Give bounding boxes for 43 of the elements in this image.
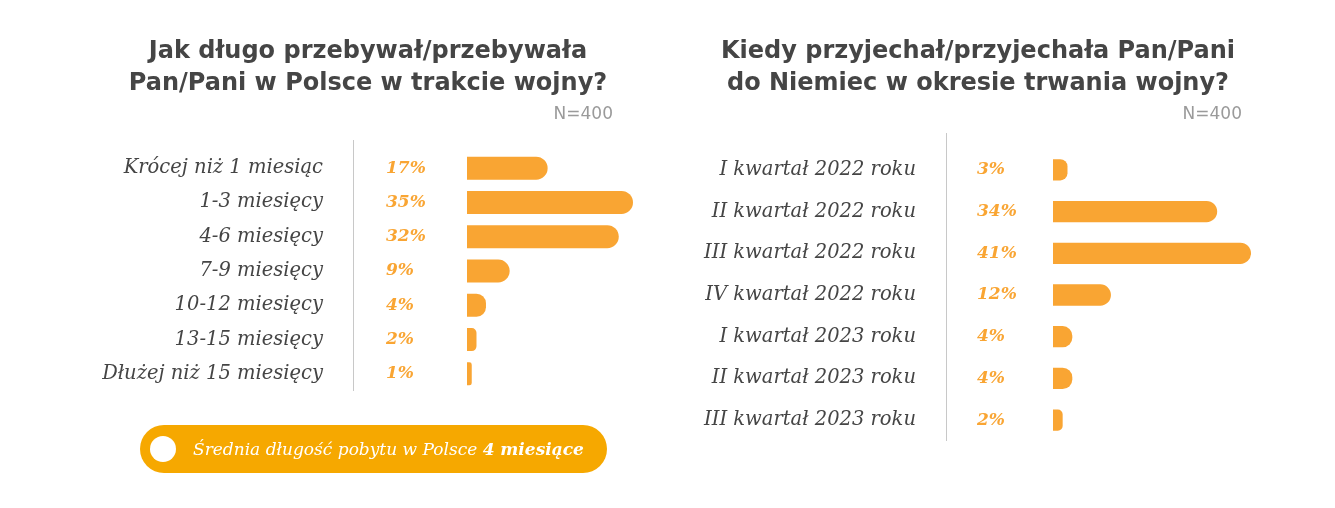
- bar: [1053, 284, 1111, 306]
- text: Średnia długość pobytu w Polsce 4 miesiące: [193, 439, 584, 459]
- y-tick-label: Dłużej niż 15 miesięcy: [101, 360, 324, 384]
- text: N=400: [553, 102, 613, 124]
- y-tick-label: IV kwartał 2022 roku: [704, 282, 916, 306]
- y-tick-label: II kwartał 2023 roku: [710, 365, 916, 389]
- y-tick-label: I kwartał 2022 roku: [718, 156, 916, 180]
- bar: [1053, 200, 1218, 223]
- y-tick-label: Krócej niż 1 miesiąc: [122, 155, 324, 179]
- bar: [467, 156, 548, 180]
- y-tick-label: 1-3 miesięcy: [199, 189, 324, 213]
- data-label: 3%: [977, 158, 1005, 179]
- data-label: 12%: [977, 283, 1017, 304]
- y-tick-label: II kwartał 2022 roku: [710, 198, 916, 222]
- y-tick-label: 10-12 miesięcy: [174, 292, 324, 316]
- bar: [1053, 242, 1251, 264]
- text: N=400: [1182, 102, 1242, 124]
- bar: [467, 328, 477, 352]
- chart-title: Jak długo przebywał/przebywała Pan/Pani w Polsce w trakcie wojny?: [127, 35, 609, 98]
- bar: [467, 190, 633, 214]
- bar: [1053, 409, 1063, 431]
- y-tick-label: 4-6 miesięcy: [198, 223, 324, 247]
- data-label: 9%: [386, 259, 414, 280]
- y-tick-label: I kwartał 2023 roku: [718, 323, 916, 347]
- data-label: 35%: [386, 190, 426, 211]
- data-label: 2%: [385, 327, 414, 348]
- data-label: 1%: [386, 362, 414, 383]
- bar: [467, 225, 619, 249]
- data-label: 32%: [386, 225, 426, 246]
- data-label: 4%: [977, 366, 1005, 387]
- y-tick-label: 13-15 miesięcy: [174, 326, 324, 350]
- data-label: 17%: [386, 156, 426, 177]
- data-label: 41%: [977, 241, 1017, 262]
- y-tick-label: III kwartał 2023 roku: [702, 407, 916, 431]
- bar: [467, 362, 472, 386]
- y-tick-label: III kwartał 2022 roku: [702, 240, 916, 264]
- y-tick-label: 7-9 miesięcy: [199, 258, 324, 282]
- data-label: 2%: [976, 408, 1005, 429]
- bar: [467, 259, 510, 283]
- data-label: 34%: [977, 199, 1017, 220]
- data-label: 4%: [977, 325, 1005, 346]
- data-label: 4%: [386, 293, 414, 314]
- chart-title: Kiedy przyjechał/przyjechała Pan/Pani do Niemiec w okresie trwania wojny?: [719, 35, 1237, 98]
